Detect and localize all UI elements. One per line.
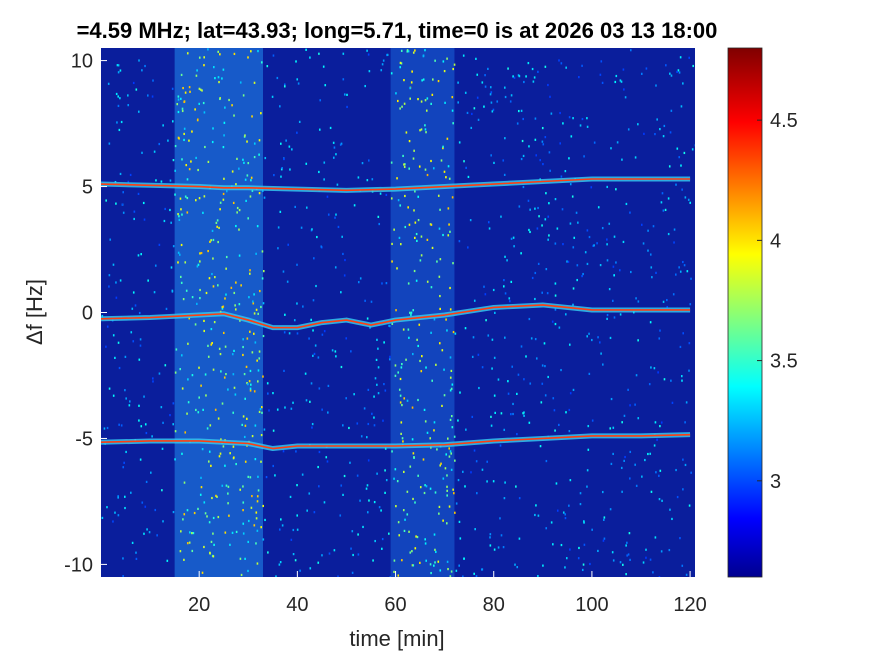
y-tick-label: -10	[64, 554, 93, 576]
signal-trace	[101, 178, 691, 192]
signal-trace	[101, 304, 691, 329]
x-tick-label: 60	[384, 594, 406, 616]
x-axis-label: time [min]	[349, 626, 444, 651]
y-tick-label: 10	[71, 51, 93, 73]
colorbar-gradient	[727, 47, 763, 578]
x-tick-label: 80	[483, 594, 505, 616]
x-tick-label: 120	[673, 594, 706, 616]
colorbar-tick-label: 3.5	[770, 351, 798, 373]
plot-area	[101, 48, 695, 577]
colorbar-tick-label: 4	[770, 230, 781, 252]
y-tick-label: 0	[82, 303, 93, 325]
y-tick-label: 5	[82, 177, 93, 199]
x-tick-label: 20	[188, 594, 210, 616]
x-axis: 20 40 60 80 100 120	[188, 571, 707, 616]
y-axis: -10 -5 0 5 10	[64, 51, 107, 576]
interference-band	[390, 48, 455, 577]
y-axis-label: Δf [Hz]	[22, 279, 47, 345]
colorbar-tick-label: 4.5	[770, 110, 798, 132]
colorbar: 3 3.5 4 4.5	[727, 47, 798, 578]
chart-title: =4.59 MHz; lat=43.93; long=5.71, time=0 …	[77, 18, 718, 43]
signal-trace	[101, 433, 691, 450]
x-tick-label: 100	[575, 594, 608, 616]
y-tick-label: -5	[75, 428, 93, 450]
colorbar-tick-label: 3	[770, 471, 781, 493]
x-tick-label: 40	[286, 594, 308, 616]
